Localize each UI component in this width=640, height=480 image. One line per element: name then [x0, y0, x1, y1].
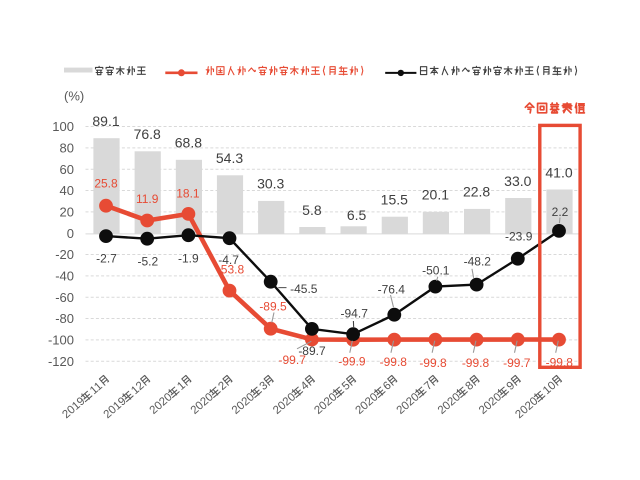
svg-text:-120: -120	[48, 354, 74, 369]
svg-text:41.0: 41.0	[545, 164, 572, 180]
svg-text:100: 100	[52, 119, 74, 134]
svg-text:54.3: 54.3	[216, 150, 243, 166]
svg-text:11.9: 11.9	[136, 192, 159, 206]
svg-text:-99.8: -99.8	[462, 356, 490, 370]
svg-text:60: 60	[60, 162, 74, 177]
svg-text:22.8: 22.8	[463, 184, 490, 200]
svg-text:-5.2: -5.2	[137, 255, 158, 269]
svg-text:25.8: 25.8	[94, 176, 118, 190]
svg-text:-20: -20	[55, 247, 74, 262]
svg-text:30.3: 30.3	[257, 176, 284, 192]
svg-text:2.2: 2.2	[552, 205, 569, 219]
svg-text:15.5: 15.5	[381, 192, 408, 208]
svg-text:-99.7: -99.7	[279, 353, 307, 367]
svg-text:-99.8: -99.8	[380, 355, 408, 369]
svg-text:6.5: 6.5	[347, 207, 367, 223]
svg-text:-2.7: -2.7	[96, 251, 117, 265]
svg-text:-76.4: -76.4	[378, 282, 406, 296]
svg-text:-99.9: -99.9	[338, 354, 366, 368]
svg-text:-23.9: -23.9	[505, 229, 533, 243]
svg-text:68.8: 68.8	[175, 135, 202, 151]
svg-text:-89.7: -89.7	[298, 344, 326, 358]
svg-text:-1.9: -1.9	[178, 251, 199, 265]
svg-text:-48.2: -48.2	[464, 254, 492, 268]
svg-text:11: 11	[88, 380, 105, 397]
svg-text:-99.8: -99.8	[419, 356, 447, 370]
svg-text:33.0: 33.0	[504, 173, 531, 189]
svg-text:-53.8: -53.8	[217, 263, 245, 277]
svg-text:-50.1: -50.1	[422, 264, 450, 278]
svg-text:-4.7: -4.7	[218, 253, 239, 267]
svg-text:-89.5: -89.5	[259, 300, 287, 314]
svg-text:-40: -40	[55, 269, 74, 284]
svg-text:-60: -60	[55, 290, 74, 305]
svg-text:40: 40	[60, 183, 74, 198]
svg-text:0: 0	[67, 226, 74, 241]
svg-text:-100: -100	[48, 333, 74, 348]
svg-text:-94.7: -94.7	[341, 307, 369, 321]
svg-text:18.1: 18.1	[176, 187, 200, 201]
svg-text:89.1: 89.1	[92, 113, 119, 129]
svg-text:-45.5: -45.5	[290, 282, 318, 296]
svg-text:-80: -80	[55, 311, 74, 326]
svg-text:20.1: 20.1	[422, 187, 449, 203]
svg-text:20: 20	[60, 205, 74, 220]
svg-text:-99.7: -99.7	[503, 356, 531, 370]
svg-text:5.8: 5.8	[302, 202, 322, 218]
svg-text:80: 80	[60, 141, 74, 156]
svg-text:(%): (%)	[64, 89, 84, 104]
svg-text:76.8: 76.8	[134, 126, 161, 142]
